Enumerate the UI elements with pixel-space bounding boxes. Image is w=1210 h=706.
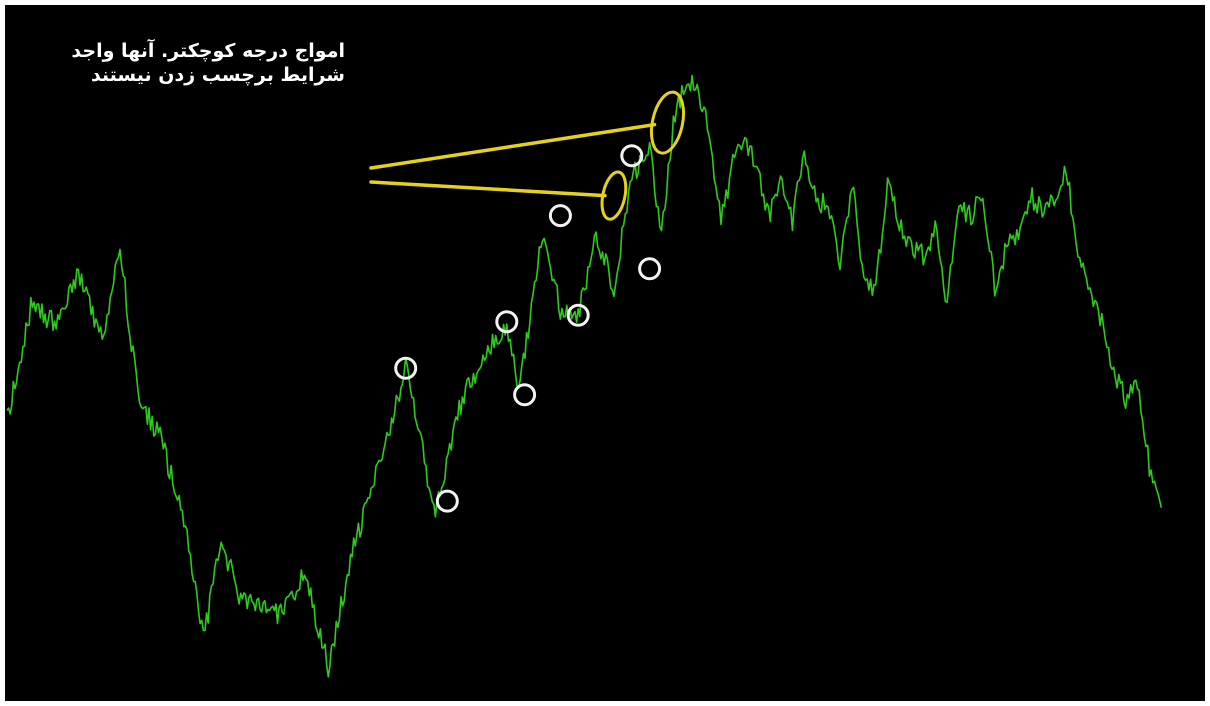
- annotation-line-1: امواج درجه کوچکتر. آنها واجد: [71, 40, 345, 62]
- swing-marker-2: [495, 310, 519, 334]
- price-chart: [6, 74, 1163, 678]
- swing-marker-7: [638, 257, 662, 281]
- price-line-layer: [6, 74, 1163, 678]
- callout-layer: [369, 90, 686, 221]
- swing-marker-0: [394, 356, 418, 380]
- callout-oval-1: [649, 90, 686, 155]
- swing-marker-3: [513, 383, 537, 407]
- callout-oval-0: [600, 170, 628, 221]
- swing-marker-6: [620, 144, 644, 168]
- swing-marker-4: [548, 204, 572, 228]
- price-series-line-0: [6, 74, 1163, 678]
- chart-frame: امواج درجه کوچکتر. آنها واجد شرایط برچسب…: [5, 5, 1205, 701]
- swing-marker-1: [435, 489, 459, 513]
- swing-marker-layer: [394, 144, 662, 513]
- annotation-text: امواج درجه کوچکتر. آنها واجد شرایط برچسب…: [35, 39, 345, 87]
- swing-marker-5: [566, 303, 590, 327]
- callout-pointer-line-0: [369, 180, 607, 198]
- annotation-line-2: شرایط برچسب زدن نیستند: [90, 64, 345, 86]
- callout-pointer-line-1: [369, 122, 657, 170]
